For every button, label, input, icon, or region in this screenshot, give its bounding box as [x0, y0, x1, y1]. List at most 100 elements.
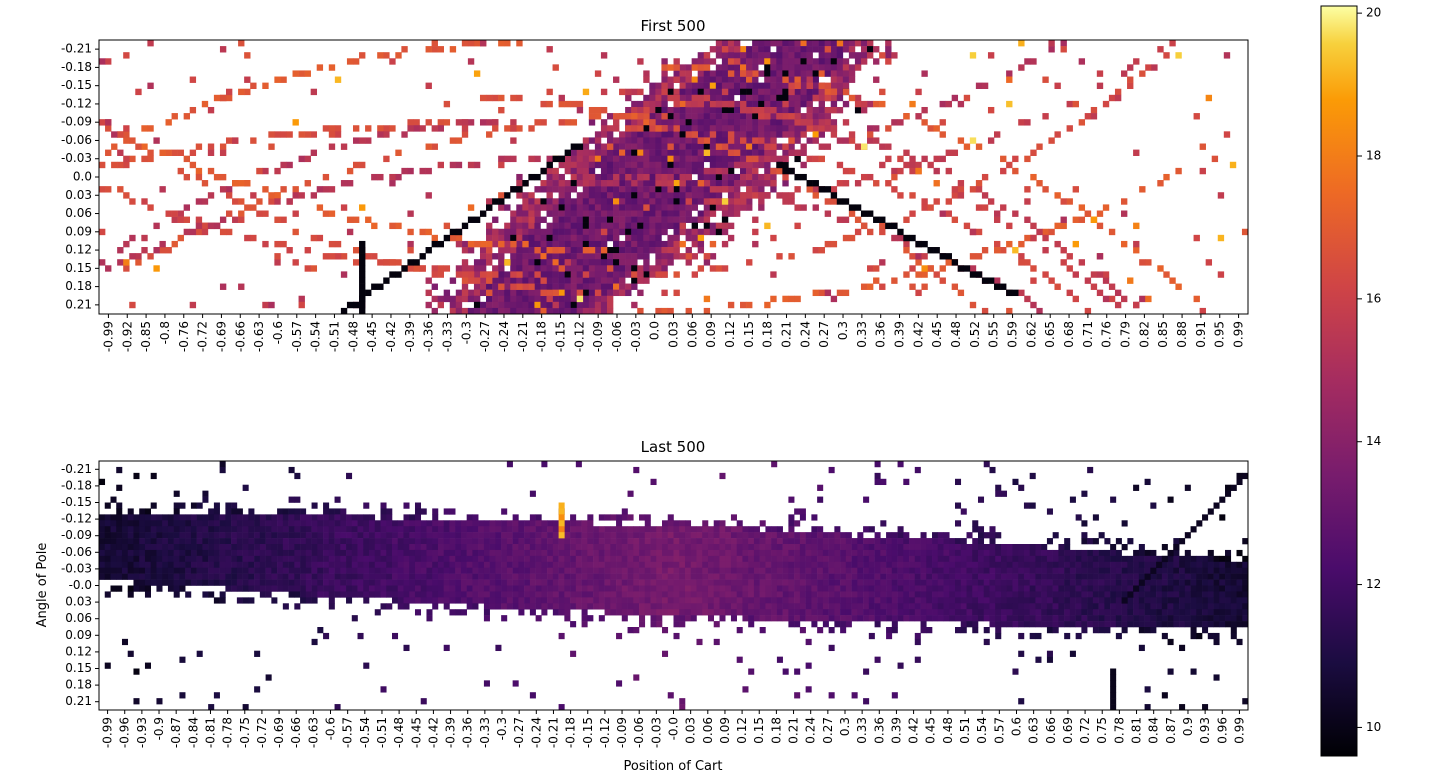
heatmap-cell	[546, 265, 553, 272]
heatmap-cell	[99, 259, 106, 266]
heatmap-cell	[133, 549, 140, 557]
heatmap-cell	[817, 579, 824, 586]
heatmap-cell	[725, 573, 732, 580]
heatmap-cell	[661, 204, 668, 211]
heatmap-cell	[432, 544, 439, 551]
heatmap-cell	[649, 204, 656, 211]
heatmap-cell	[957, 265, 965, 272]
heatmap-cell	[639, 549, 646, 557]
heatmap-cell	[522, 216, 529, 223]
heatmap-cell	[449, 46, 457, 53]
heatmap-cell	[564, 167, 571, 175]
heatmap-cell	[625, 119, 632, 126]
heatmap-cell	[219, 283, 227, 290]
heatmap-cell	[834, 555, 841, 563]
heatmap-cell	[746, 64, 753, 71]
heatmap-cell	[828, 544, 835, 551]
heatmap-cell	[104, 526, 111, 533]
heatmap-cell	[776, 597, 783, 604]
heatmap-cell	[650, 526, 657, 533]
heatmap-cell	[179, 692, 186, 699]
heatmap-cell	[727, 106, 735, 114]
heatmap-cell	[673, 591, 680, 598]
heatmap-cell	[759, 561, 766, 569]
heatmap-cell	[1024, 259, 1031, 266]
heatmap-cell	[409, 549, 416, 557]
heatmap-cell	[771, 597, 778, 604]
heatmap-cell	[649, 192, 656, 199]
heatmap-cell	[516, 240, 523, 248]
heatmap-cell	[727, 52, 735, 59]
heatmap-cell	[639, 526, 646, 533]
heatmap-cell	[667, 247, 674, 254]
heatmap-cell	[534, 234, 541, 242]
heatmap-cell	[753, 591, 760, 598]
heatmap-cell	[776, 143, 783, 150]
heatmap-cell	[552, 180, 559, 187]
heatmap-cell	[351, 555, 358, 563]
heatmap-cell	[1054, 131, 1061, 138]
heatmap-cell	[467, 204, 475, 211]
heatmap-cell	[752, 125, 759, 132]
heatmap-cell	[540, 216, 547, 223]
heatmap-cell	[231, 514, 238, 521]
heatmap-cell	[460, 609, 467, 616]
y-tick-label: -0.21	[61, 42, 92, 56]
heatmap-cell	[403, 520, 410, 527]
heatmap-cell	[794, 131, 801, 138]
heatmap-cell	[498, 106, 505, 114]
heatmap-cell	[867, 125, 874, 132]
heatmap-cell	[236, 508, 243, 515]
heatmap-cell	[570, 186, 578, 193]
heatmap-cell	[643, 113, 650, 120]
heatmap-cell	[540, 180, 547, 187]
heatmap-cell	[697, 161, 705, 169]
heatmap-cell	[713, 544, 720, 551]
heatmap-cell	[1006, 289, 1013, 297]
heatmap-cell	[105, 149, 112, 156]
heatmap-cell	[483, 597, 490, 604]
heatmap-cell	[631, 283, 638, 290]
heatmap-cell	[546, 234, 553, 242]
heatmap-cell	[498, 204, 505, 211]
heatmap-cell	[196, 567, 203, 574]
heatmap-cell	[639, 603, 646, 610]
heatmap-cell	[129, 155, 136, 163]
heatmap-cell	[516, 265, 523, 272]
heatmap-cell	[363, 567, 370, 574]
heatmap-cell	[600, 52, 608, 59]
heatmap-cell	[753, 597, 760, 604]
heatmap-cell	[594, 234, 602, 242]
heatmap-cell	[643, 125, 650, 132]
heatmap-cell	[788, 100, 795, 108]
heatmap-cell	[473, 40, 481, 47]
heatmap-cell	[232, 180, 239, 187]
heatmap-cell	[231, 538, 238, 545]
heatmap-cell	[386, 544, 393, 551]
heatmap-cell	[558, 549, 565, 557]
heatmap-cell	[420, 579, 427, 586]
heatmap-cell	[244, 88, 251, 96]
heatmap-cell	[498, 283, 505, 290]
heatmap-cell	[800, 173, 807, 181]
heatmap-cell	[403, 561, 410, 569]
heatmap-cell	[524, 591, 531, 598]
heatmap-cell	[340, 561, 347, 569]
heatmap-cell	[667, 82, 674, 90]
heatmap-cell	[752, 94, 759, 102]
heatmap-cell	[921, 240, 928, 248]
heatmap-cell	[392, 549, 399, 557]
heatmap-cell	[213, 561, 220, 569]
heatmap-cell	[799, 544, 806, 551]
heatmap-cell	[535, 585, 542, 592]
heatmap-cell	[294, 573, 301, 580]
heatmap-cell	[529, 603, 536, 610]
heatmap-cell	[208, 508, 215, 515]
heatmap-cell	[317, 555, 324, 563]
heatmap-cell	[782, 198, 789, 205]
heatmap-cell	[627, 514, 634, 521]
heatmap-cell	[392, 555, 399, 563]
heatmap-cell	[466, 549, 473, 557]
heatmap-cell	[788, 46, 795, 53]
heatmap-cell	[369, 567, 376, 574]
